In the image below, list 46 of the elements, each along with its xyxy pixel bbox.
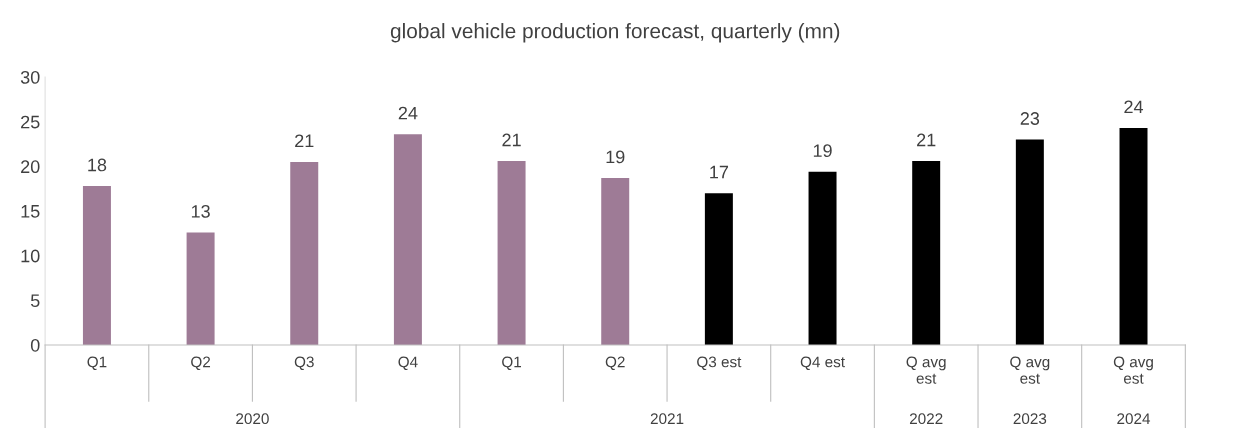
text: 2023 (1013, 413, 1047, 425)
x-tick-label: Q1 (502, 356, 522, 371)
data-label: 21 (502, 133, 521, 147)
text: 2021 (650, 413, 684, 425)
data-label: 19 (813, 144, 832, 158)
y-tick-label: 20 (21, 160, 40, 174)
bar (601, 177, 630, 345)
y-tick-label: 5 (30, 294, 40, 308)
data-label: 21 (917, 133, 936, 147)
y-tick-label: 15 (21, 205, 40, 218)
x-tick-label: Q avg est (906, 356, 946, 384)
data-label: 19 (606, 150, 625, 164)
x-tick-label: Q avg est (1010, 356, 1050, 384)
y-tick-label: 25 (21, 115, 40, 129)
data-label: 13 (191, 204, 210, 218)
bar (1119, 127, 1148, 345)
bar (808, 171, 837, 345)
bar (290, 161, 319, 345)
data-label: 23 (1020, 112, 1040, 125)
data-label: 24 (398, 106, 418, 120)
text: 2020 (236, 413, 269, 425)
bar (393, 134, 422, 345)
x-tick-label: Q1 (87, 356, 107, 371)
bar (82, 186, 111, 345)
x-tick-label: Q4 est (800, 356, 845, 371)
x-tick-label: Q3 est (697, 356, 742, 371)
bar (704, 193, 733, 345)
x-tick-label: Q avg est (1113, 356, 1153, 384)
x-tick-label: Q3 (294, 356, 314, 371)
bar (186, 232, 215, 345)
data-label: 17 (710, 165, 729, 179)
bar (497, 160, 526, 345)
y-tick-label: 10 (21, 249, 40, 263)
y-tick-label: 30 (20, 70, 40, 84)
data-label: 24 (1124, 100, 1144, 114)
text: 2024 (1117, 413, 1151, 425)
y-tick-label: 0 (30, 338, 40, 352)
text: 2022 (909, 413, 943, 425)
data-label: 18 (88, 158, 107, 172)
data-label: 21 (295, 134, 314, 148)
x-tick-label: Q4 (398, 356, 418, 371)
chart-title: global vehicle production forecast, quarterly (mn) (390, 23, 840, 43)
x-tick-label: Q2 (605, 356, 625, 371)
bar (912, 160, 941, 345)
bar (1015, 139, 1044, 345)
x-tick-label: Q2 (191, 356, 211, 371)
